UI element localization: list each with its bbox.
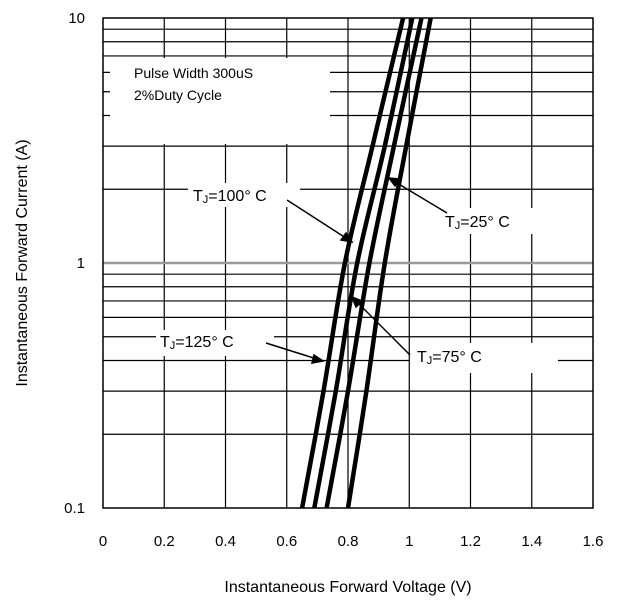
y-tick-label: 1 (77, 255, 85, 272)
label-tj100: TJ=100° C (193, 188, 267, 206)
x-tick-label: 1 (405, 533, 413, 550)
label-tj75: TJ=75° C (417, 349, 482, 367)
curves (299, 17, 433, 509)
arrow-head-tj125 (310, 353, 325, 364)
x-tick-label: 1.4 (521, 533, 542, 550)
annotation-line-2: 2%Duty Cycle (134, 87, 222, 103)
series-curve-2 (324, 17, 424, 509)
arrow-head-tj100 (339, 231, 354, 244)
y-tick-label: 0.1 (64, 500, 85, 517)
arrow-tj100 (286, 199, 350, 241)
x-axis-title: Instantaneous Forward Voltage (V) (224, 579, 471, 596)
annotation-line-1: Pulse Width 300uS (134, 65, 253, 81)
x-tick-label: 0.2 (154, 533, 175, 550)
y-axis-title: Instantaneous Forward Current (A) (14, 139, 31, 386)
series-curve-0 (299, 17, 406, 509)
arrow-head-tj75 (350, 295, 364, 309)
x-tick-labels: 0 0.2 0.4 0.6 0.8 1 1.2 1.4 1.6 (99, 533, 604, 550)
annotation-box: Pulse Width 300uS 2%Duty Cycle (110, 58, 330, 144)
y-tick-label: 10 (68, 10, 85, 27)
x-tick-label: 0.8 (338, 533, 359, 550)
arrow-head-tj25 (387, 177, 402, 188)
x-tick-label: 1.6 (583, 533, 604, 550)
x-tick-label: 0.6 (276, 533, 297, 550)
arrow-tj25 (391, 179, 448, 214)
series-curve-1 (312, 17, 415, 509)
y-tick-labels: 0.1 1 10 (64, 10, 85, 517)
x-tick-label: 0 (99, 533, 107, 550)
arrow-tj75 (354, 299, 411, 356)
arrow-tj125 (265, 342, 321, 361)
series-curve-3 (345, 17, 433, 509)
label-tj25: TJ=25° C (445, 214, 510, 232)
plot-frame (102, 17, 594, 509)
curve-labels: TJ=100° C TJ=25° C TJ=125° C TJ=75° C (156, 177, 558, 373)
label-tj125: TJ=125° C (160, 334, 234, 352)
x-tick-label: 1.2 (460, 533, 481, 550)
x-tick-label: 0.4 (215, 533, 236, 550)
